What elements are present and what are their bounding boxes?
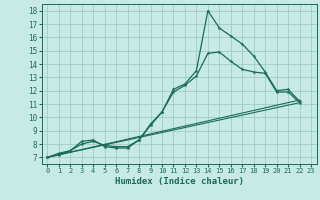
X-axis label: Humidex (Indice chaleur): Humidex (Indice chaleur)	[115, 177, 244, 186]
